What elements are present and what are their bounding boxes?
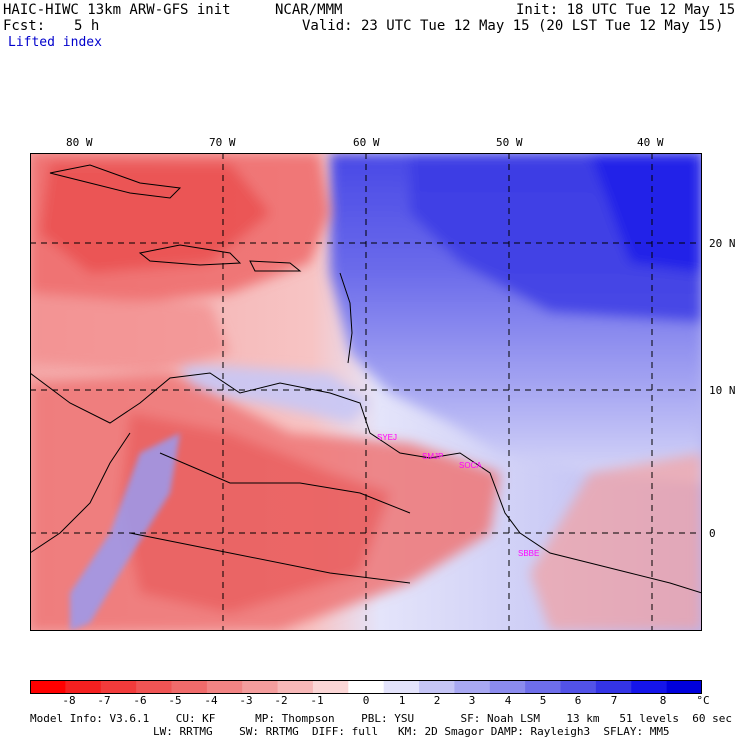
colorbar-label: -2 — [274, 694, 288, 707]
colorbar-label: 3 — [468, 694, 476, 707]
lon-label: 40 W — [637, 136, 664, 149]
colorbar-cell — [666, 680, 702, 694]
andes-stable-strip — [70, 433, 180, 631]
field-name: Lifted index — [8, 35, 102, 50]
grid-lines — [30, 153, 702, 631]
colorbar-label: -6 — [133, 694, 147, 707]
colorbar-label: 6 — [574, 694, 582, 707]
lat-label: 20 N — [709, 237, 736, 250]
colorbar — [30, 680, 702, 694]
colorbar-cell — [525, 680, 562, 694]
colorbar-unit: °C — [696, 694, 710, 707]
valid-time: Valid: 23 UTC Tue 12 May 15 (20 LST Tue … — [302, 18, 724, 34]
lon-label: 80 W — [66, 136, 93, 149]
colorbar-cell — [383, 680, 420, 694]
colorbar-cell — [171, 680, 208, 694]
lon-label: 60 W — [353, 136, 380, 149]
colorbar-cell — [454, 680, 491, 694]
colorbar-cells — [30, 680, 702, 694]
unstable-region-north — [30, 153, 330, 373]
lat-label: 10 N — [709, 384, 736, 397]
colorbar-cell — [560, 680, 597, 694]
model-info-line1: Model Info: V3.6.1 CU: KF MP: Thompson P… — [30, 712, 732, 725]
model-title: HAIC-HIWC 13km ARW-GFS init — [3, 2, 231, 18]
colorbar-label: -7 — [97, 694, 111, 707]
colorbar-cell — [595, 680, 632, 694]
colorbar-label: -3 — [239, 694, 253, 707]
model-info-line2: LW: RRTMG SW: RRTMG DIFF: full KM: 2D Sm… — [153, 725, 670, 738]
colorbar-label: 4 — [504, 694, 512, 707]
colorbar-cell — [631, 680, 668, 694]
unstable-region-south — [30, 373, 702, 631]
station-sbbe: SBBE — [518, 549, 539, 558]
colorbar-cell — [242, 680, 279, 694]
colorbar-cell — [206, 680, 243, 694]
stations: SYEJ SMJP SOCA SBBE — [377, 433, 539, 558]
colorbar-label: -5 — [168, 694, 182, 707]
colorbar-cell — [65, 680, 102, 694]
colorbar-label: 5 — [539, 694, 547, 707]
station-soca: SOCA — [459, 461, 482, 470]
colorbar-cell — [30, 680, 66, 694]
map-frame — [30, 153, 702, 631]
station-smjp: SMJP — [422, 452, 443, 461]
colorbar-label: -4 — [204, 694, 218, 707]
lifted-index-map: SYEJ SMJP SOCA SBBE — [30, 153, 702, 631]
lon-label: 70 W — [209, 136, 236, 149]
colorbar-cell — [419, 680, 455, 694]
forecast-label: Fcst: — [3, 18, 46, 34]
colorbar-label: 2 — [433, 694, 441, 707]
lon-label: 50 W — [496, 136, 523, 149]
station-syej: SYEJ — [377, 433, 397, 442]
colorbar-label: -8 — [62, 694, 76, 707]
colorbar-label: 1 — [398, 694, 406, 707]
colorbar-cell — [277, 680, 314, 694]
colorbar-cell — [312, 680, 349, 694]
lat-label: 0 — [709, 527, 716, 540]
colorbar-label: -1 — [310, 694, 324, 707]
stable-region — [180, 153, 702, 483]
init-time: Init: 18 UTC Tue 12 May 15 — [516, 2, 736, 18]
forecast-hours: 5 h — [74, 18, 100, 34]
colorbar-label: 0 — [362, 694, 370, 707]
colorbar-cell — [348, 680, 385, 694]
colorbar-label: 8 — [659, 694, 667, 707]
colorbar-cell — [100, 680, 137, 694]
colorbar-cell — [489, 680, 526, 694]
colorbar-label: 7 — [610, 694, 618, 707]
colorbar-cell — [136, 680, 172, 694]
org-label: NCAR/MMM — [275, 2, 343, 18]
